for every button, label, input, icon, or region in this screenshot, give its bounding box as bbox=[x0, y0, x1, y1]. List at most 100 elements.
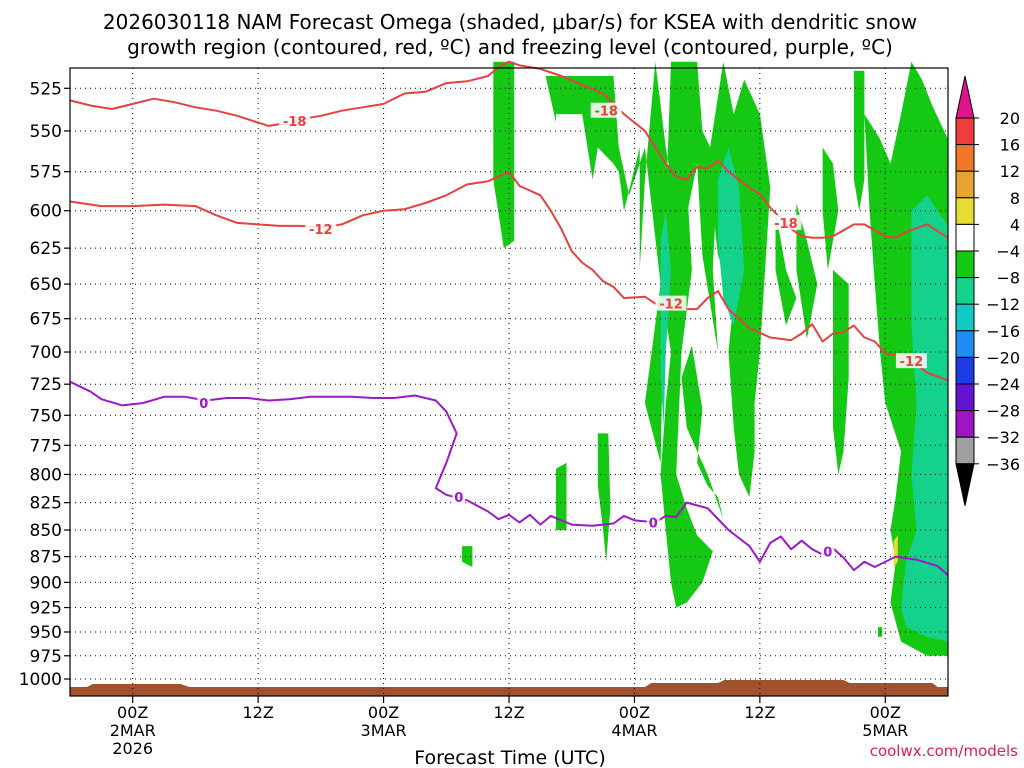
colorbar-bin bbox=[955, 197, 975, 225]
y-tick-label: 675 bbox=[30, 310, 62, 330]
colorbar-bin bbox=[955, 410, 975, 438]
omega-region-3 bbox=[660, 147, 713, 608]
contour-lines bbox=[69, 60, 949, 577]
colorbar-bin bbox=[955, 303, 975, 332]
omega-region-2 bbox=[681, 345, 724, 520]
colorbar-bin bbox=[955, 170, 975, 199]
colorbar-label: 16 bbox=[1000, 136, 1020, 155]
colorbar-bin bbox=[955, 250, 975, 279]
title-line-2: growth region (contoured, red, ºC) and f… bbox=[127, 35, 893, 59]
x-tick-label: 2MAR bbox=[110, 721, 156, 740]
contour-label: -18 bbox=[594, 105, 618, 120]
colorbar-label: −28 bbox=[986, 402, 1020, 421]
colorbar-label: −20 bbox=[986, 348, 1020, 367]
colorbar-label: 4 bbox=[1010, 215, 1020, 234]
contour-label: 0 bbox=[454, 491, 463, 506]
y-tick-label: 700 bbox=[30, 343, 62, 363]
contour-label: -12 bbox=[309, 223, 333, 238]
credit-text: coolwx.com/models bbox=[870, 742, 1018, 760]
contour-label: -12 bbox=[900, 355, 924, 370]
colorbar-label: −36 bbox=[986, 455, 1020, 474]
y-tick-label: 800 bbox=[30, 465, 62, 485]
y-tick-label: 575 bbox=[30, 163, 62, 183]
y-tick-label: 525 bbox=[30, 79, 62, 99]
title-line-1: 2026030118 NAM Forecast Omega (shaded, μ… bbox=[103, 10, 917, 34]
contour-line-2 bbox=[69, 380, 949, 577]
colorbar: 20 16 12 8 4 −4 −8 −12 −16 −20 −24 −28 −32 −36 bbox=[955, 75, 1020, 506]
contour-label-bg bbox=[197, 394, 211, 410]
contour-label: -18 bbox=[774, 217, 798, 232]
colorbar-bin bbox=[955, 117, 975, 146]
contour-line-1 bbox=[69, 170, 949, 382]
contour-label: 0 bbox=[823, 545, 832, 560]
colorbar-label: −16 bbox=[986, 322, 1020, 341]
x-axis-label: Forecast Time (UTC) bbox=[414, 747, 605, 768]
omega-region-18 bbox=[893, 535, 898, 567]
contour-label-bg bbox=[655, 295, 687, 311]
y-tick-label: 850 bbox=[30, 521, 62, 541]
x-tick-label: 00Z bbox=[368, 703, 399, 722]
x-tick-label: 12Z bbox=[493, 703, 524, 722]
colorbar-label: −24 bbox=[986, 375, 1020, 394]
colorbar-label: −32 bbox=[986, 428, 1020, 447]
colorbar-label: 20 bbox=[1000, 109, 1020, 128]
contour-line-0 bbox=[69, 60, 949, 239]
colorbar-bin bbox=[955, 144, 975, 172]
colorbar-bin bbox=[955, 356, 975, 385]
contour-label-bg bbox=[770, 214, 802, 230]
contour-label: 0 bbox=[199, 397, 208, 412]
y-tick-label: 725 bbox=[30, 375, 62, 395]
y-tick-label: 875 bbox=[30, 548, 62, 568]
omega-region-12 bbox=[718, 147, 745, 326]
contour-label: -18 bbox=[283, 115, 307, 130]
colorbar-label: −4 bbox=[996, 242, 1020, 261]
x-tick-label: 12Z bbox=[744, 703, 775, 722]
y-axis: 525 550 575 600 625 650 675 700 725 750 775 800 825 8… bbox=[19, 79, 70, 690]
x-tick-label: 00Z bbox=[619, 703, 650, 722]
y-tick-label: 550 bbox=[30, 122, 62, 142]
omega-region-15 bbox=[556, 462, 567, 530]
omega-region-16 bbox=[597, 433, 611, 562]
contour-label-bg bbox=[895, 353, 927, 369]
x-tick-label: 4MAR bbox=[611, 721, 657, 740]
colorbar-top-arrow bbox=[955, 75, 975, 119]
omega-region-9 bbox=[833, 269, 849, 475]
omega-region-7 bbox=[853, 70, 865, 211]
x-tick-label: 12Z bbox=[242, 703, 273, 722]
x-tick-label: 00Z bbox=[870, 703, 901, 722]
y-tick-label: 950 bbox=[30, 623, 62, 643]
colorbar-label: −8 bbox=[996, 269, 1020, 288]
y-tick-label: 925 bbox=[30, 599, 62, 619]
contour-label-bg bbox=[279, 112, 311, 128]
colorbar-bottom-arrow bbox=[955, 463, 975, 506]
omega-region-13 bbox=[901, 195, 948, 642]
x-tick-label: 3MAR bbox=[361, 721, 407, 740]
colorbar-bin bbox=[955, 436, 975, 465]
y-tick-label: 625 bbox=[30, 239, 62, 259]
colorbar-label: −12 bbox=[986, 295, 1020, 314]
x-tick-label: 00Z bbox=[117, 703, 148, 722]
colorbar-label: 8 bbox=[1010, 189, 1020, 208]
colorbar-bin bbox=[955, 277, 975, 305]
colorbar-label: 12 bbox=[1000, 162, 1020, 181]
contour-label-bg bbox=[305, 220, 337, 236]
colorbar-bin bbox=[955, 383, 975, 412]
y-tick-label: 775 bbox=[30, 436, 62, 456]
contour-label: 0 bbox=[649, 516, 658, 531]
plot-area: -18 -18 -18 -12 -12 -12 0 0 0 0 bbox=[69, 60, 949, 697]
y-tick-label: 975 bbox=[30, 647, 62, 667]
colorbar-bin bbox=[955, 330, 975, 358]
y-tick-label: 600 bbox=[30, 202, 62, 222]
omega-region-8 bbox=[822, 147, 839, 270]
y-tick-label: 825 bbox=[30, 494, 62, 514]
colorbar-bin bbox=[955, 223, 975, 252]
y-tick-label: 1000 bbox=[19, 670, 62, 690]
y-tick-label: 650 bbox=[30, 275, 62, 295]
contour-label-bg bbox=[452, 489, 466, 505]
x-tick-label: 5MAR bbox=[862, 721, 908, 740]
omega-region-5 bbox=[775, 210, 797, 326]
contour-label-bg bbox=[590, 102, 622, 118]
x-tick-label: 2026 bbox=[112, 739, 153, 758]
